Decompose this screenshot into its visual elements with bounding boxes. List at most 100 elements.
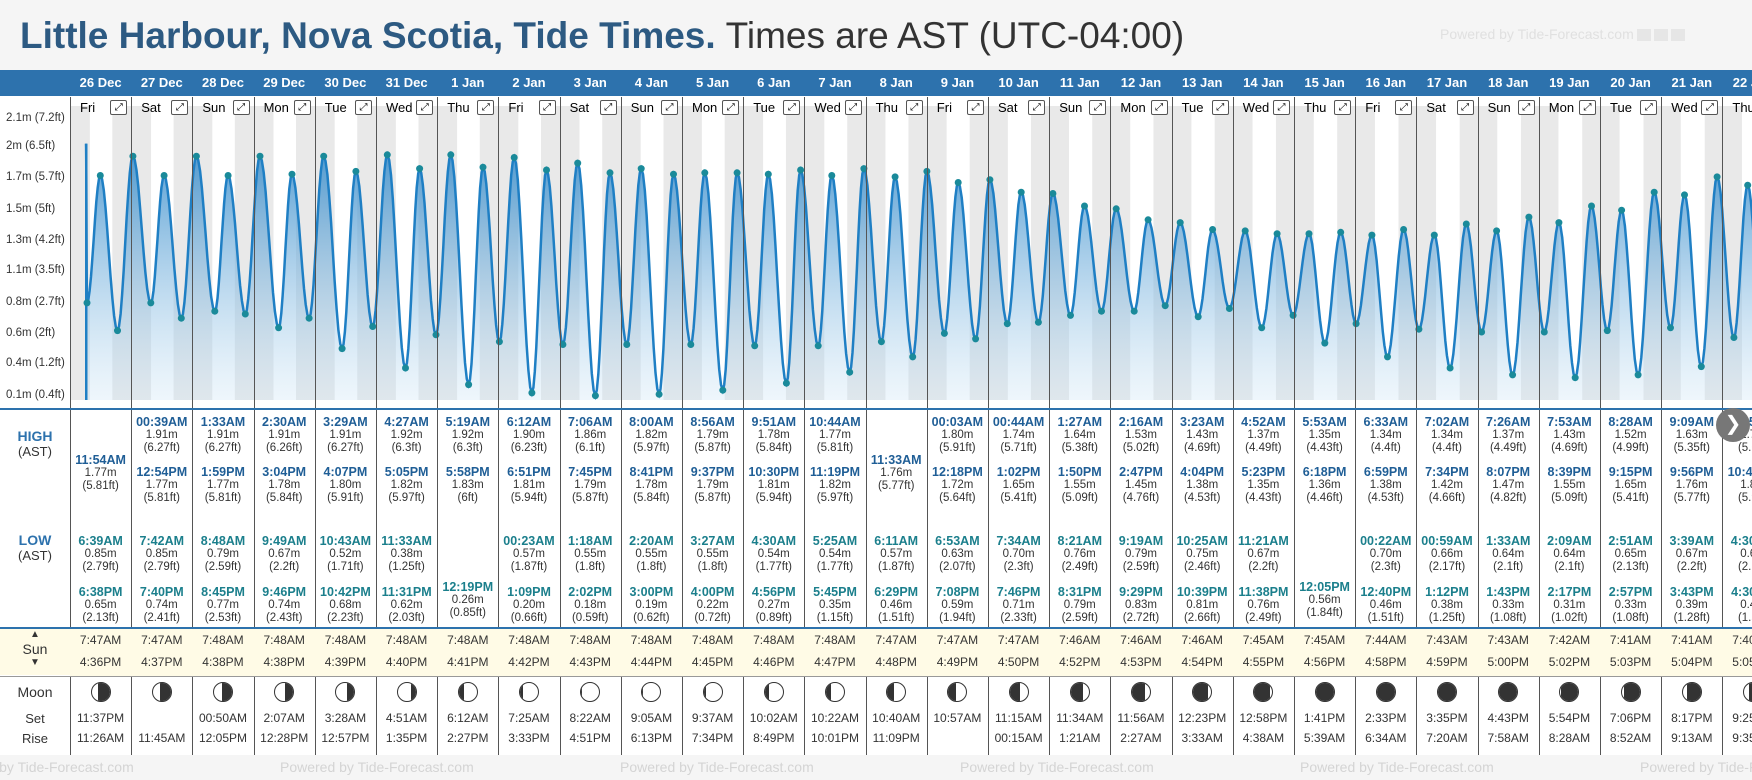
low-tide-time: 12:05PM — [1299, 580, 1350, 594]
low-tide-entry: 3:39AM 0.67m (2.2ft) — [1661, 535, 1722, 574]
low-tide-feet: (1.8ft) — [575, 561, 606, 573]
expand-icon[interactable]: ⤢ — [477, 100, 495, 115]
weekday-cell: Sat ⤢ — [131, 97, 192, 119]
expand-icon[interactable]: ⤢ — [1640, 100, 1658, 115]
weekday-label: Thu — [447, 100, 470, 115]
date-header: 7 Jan — [804, 70, 866, 96]
sun-cell — [1110, 629, 1172, 676]
expand-icon[interactable]: ⤢ — [722, 100, 740, 115]
day-column: 19 Jan Mon ⤢ 7:53AM 1.43m (4.69ft) 8:39PM 1.55m… — [1538, 70, 1600, 755]
expand-icon[interactable]: ⤢ — [1211, 100, 1229, 115]
expand-icon[interactable]: ⤢ — [1272, 100, 1290, 115]
expand-icon[interactable]: ⤢ — [232, 100, 250, 115]
tide-point — [1697, 363, 1705, 371]
moon-rise-time: 6:34AM — [1365, 731, 1407, 745]
y-axis-label: 1.1m (3.5ft) — [6, 264, 65, 277]
low-tide-feet: (1.84ft) — [1306, 607, 1343, 619]
low-tide-entry: 10:39PM 0.81m (2.66ft) — [1172, 586, 1233, 625]
low-tide-height: 0.54m — [757, 548, 790, 560]
expand-icon[interactable]: ⤢ — [1701, 100, 1719, 115]
moon-shadow — [581, 683, 583, 701]
moon-set-time: 11:15AM — [995, 711, 1043, 725]
low-tide-height: 0.6m — [1740, 548, 1752, 560]
moon-shadow — [285, 683, 294, 701]
expand-icon[interactable]: ⤢ — [599, 100, 617, 115]
tide-point — [402, 364, 409, 372]
low-tide-entry: 9:46PM 0.74m (2.43ft) — [254, 586, 315, 625]
expand-icon[interactable]: ⤢ — [844, 100, 862, 115]
expand-icon[interactable]: ⤢ — [416, 100, 434, 115]
tide-point — [701, 169, 709, 177]
low-tide-height: 0.26m — [451, 594, 484, 606]
sunrise-time: 7:48AM — [630, 633, 673, 647]
next-arrow-button[interactable]: ❯ — [1716, 408, 1750, 442]
expand-icon[interactable]: ⤢ — [1578, 100, 1596, 115]
day-column: 8 Jan Thu ⤢ 11:33AM 1.76m (5.77ft) 6:11AM 0.57m… — [865, 70, 927, 755]
day-separator — [743, 97, 745, 755]
expand-icon[interactable]: ⤢ — [354, 100, 372, 115]
expand-icon[interactable]: ⤢ — [1334, 100, 1352, 115]
expand-icon[interactable]: ⤢ — [1028, 100, 1046, 115]
expand-icon[interactable]: ⤢ — [1150, 100, 1168, 115]
low-tide-height: 0.71m — [1002, 599, 1035, 611]
date-header: 19 Jan — [1538, 70, 1600, 96]
moon-phase-icon — [1498, 682, 1519, 702]
expand-icon[interactable]: ⤢ — [171, 100, 189, 115]
low-tide-entry: 6:53AM 0.63m (2.07ft) — [927, 535, 988, 574]
low-tide-time: 9:46PM — [262, 585, 307, 599]
expand-icon[interactable]: ⤢ — [966, 100, 984, 115]
sunrise-time: 7:46AM — [1181, 633, 1223, 647]
high-tide-time: 4:04PM — [1180, 465, 1225, 479]
moon-rise-time: 12:57PM — [321, 731, 370, 745]
moon-phase-icon — [1314, 682, 1335, 702]
high-tide-feet: (5.41ft) — [1612, 492, 1649, 504]
low-tide-time: 8:48AM — [200, 534, 246, 548]
high-tide-height: 1.81m — [513, 479, 545, 491]
expand-icon[interactable]: ⤢ — [783, 100, 801, 115]
high-tide-height: 1.65m — [1614, 479, 1647, 491]
tide-point — [1634, 371, 1642, 379]
low-tide-time: 1:18AM — [567, 534, 613, 548]
high-tide-feet: (6.27ft) — [327, 442, 364, 454]
date-header: 9 Jan — [926, 70, 988, 96]
low-tide-time: 7:42AM — [139, 534, 185, 548]
tide-grid: 2.1m (7.2ft) 2m (6.5ft) 1.7m (5.7ft) 1.5m (… — [0, 70, 1752, 755]
expand-icon[interactable]: ⤢ — [1456, 100, 1474, 115]
sun-cell — [1661, 629, 1723, 676]
tide-point — [1493, 227, 1501, 235]
expand-icon[interactable]: ⤢ — [660, 100, 678, 115]
low-tide-height: 0.75m — [1186, 548, 1219, 560]
low-tide-entry: 11:31PM 0.62m (2.03ft) — [376, 586, 437, 625]
expand-icon[interactable]: ⤢ — [538, 100, 556, 115]
high-tide-height: 1.35m — [1247, 479, 1280, 491]
high-tide-time: 11:33AM — [870, 453, 922, 467]
high-tide-feet: (4.99ft) — [1612, 442, 1649, 454]
high-tide-entry: 4:04PM 1.38m (4.53ft) — [1172, 466, 1233, 505]
expand-icon[interactable]: ⤢ — [1395, 100, 1413, 115]
high-tide-entry: 1:27AM 1.64m (5.38ft) — [1049, 416, 1110, 455]
high-tide-height: 1.35m — [1308, 429, 1341, 441]
high-tide-feet: (6.26ft) — [265, 442, 303, 454]
low-tide-entry: 8:45PM 0.77m (2.53ft) — [192, 586, 253, 625]
expand-icon[interactable]: ⤢ — [905, 100, 923, 115]
sun-cell — [1049, 629, 1111, 676]
expand-icon[interactable]: ⤢ — [110, 100, 128, 115]
day-separator — [559, 97, 561, 755]
weekday-cell: Tue ⤢ — [1172, 97, 1233, 119]
low-tide-feet: (2.43ft) — [265, 612, 303, 624]
expand-icon[interactable]: ⤢ — [1517, 100, 1535, 115]
moon-rise-time: 4:51PM — [569, 731, 611, 745]
high-tide-entry: 8:41PM 1.78m (5.84ft) — [621, 466, 682, 505]
tide-point — [256, 152, 264, 160]
low-tide-feet: (2.03ft) — [388, 612, 425, 624]
expand-icon[interactable]: ⤢ — [293, 100, 311, 115]
weekday-cell: Thu ⤢ — [866, 97, 927, 119]
y-axis-label: 0.4m (1.2ft) — [6, 357, 65, 369]
low-tide-time: 5:25AM — [812, 534, 858, 548]
moon-set-time: 11:56AM — [1117, 711, 1165, 725]
watermark-top: Powered by Tide-Forecast.com — [1440, 26, 1685, 42]
watermark-bottom: Powered by Tide-Forecast.com Powered by T… — [0, 756, 1752, 780]
sunrise-time: 7:43AM — [1426, 633, 1468, 647]
expand-icon[interactable]: ⤢ — [1089, 100, 1107, 115]
